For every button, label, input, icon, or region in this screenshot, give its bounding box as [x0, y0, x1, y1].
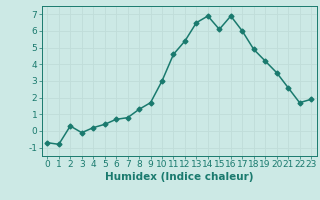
- X-axis label: Humidex (Indice chaleur): Humidex (Indice chaleur): [105, 172, 253, 182]
